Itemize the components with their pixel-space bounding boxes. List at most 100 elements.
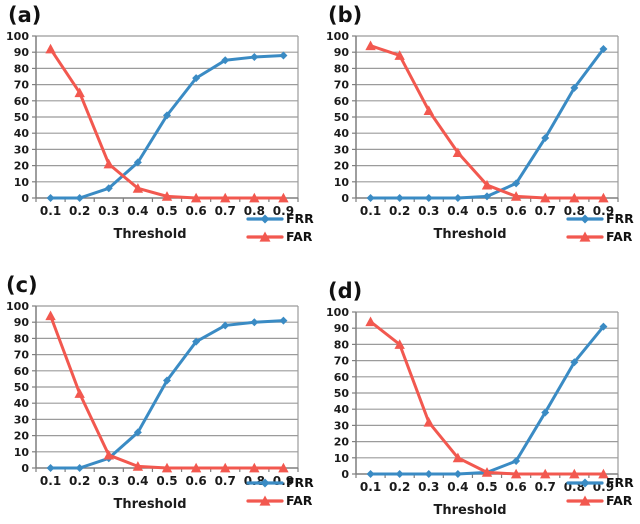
- legend-label-frr: FRR: [606, 475, 634, 490]
- svg-text:90: 90: [14, 316, 30, 329]
- svg-text:0.1: 0.1: [360, 204, 381, 218]
- svg-text:40: 40: [14, 127, 30, 140]
- svg-text:0.2: 0.2: [389, 204, 410, 218]
- svg-text:40: 40: [14, 397, 30, 410]
- legend-label-frr: FRR: [286, 475, 314, 490]
- chart-panel-b: (b) 0 10 20 30 40 50 60 70 80 90 100 0.1 0.2 0.3 0.4 0.…: [320, 0, 640, 262]
- legend-item-far: FAR: [566, 229, 633, 244]
- svg-text:0.3: 0.3: [418, 480, 439, 494]
- chart-panel-a: (a) 0 10 20 30 40 50 60 70 80 90 100 0.1 0.2 0.3 0.4 0.…: [0, 0, 320, 262]
- line-chart-c: (c) 0 10 20 30 40 50 60 70 80 90 100 0.1 0.2 0.3 0.4 0.…: [6, 273, 314, 512]
- frr-line-marker-icon: [566, 478, 604, 488]
- svg-text:100: 100: [326, 306, 349, 319]
- chart-panel-d: (d) 0 10 20 30 40 50 60 70 80 90 100 0.1 0.2 0.3 0.4 0.…: [320, 262, 640, 524]
- svg-text:0.5: 0.5: [156, 204, 177, 218]
- x-axis-title-c: Threshold: [113, 497, 186, 512]
- chart-panel-c: (c) 0 10 20 30 40 50 60 70 80 90 100 0.1 0.2 0.3 0.4 0.…: [0, 262, 320, 524]
- legend-a: FRR FAR: [246, 211, 314, 244]
- line-chart-a: (a) 0 10 20 30 40 50 60 70 80 90 100 0.1 0.2 0.3 0.4 0.…: [6, 3, 314, 244]
- plot-group-c: 0 10 20 30 40 50 60 70 80 90 100 0.1 0.2 0.3 0.4 0.5 0.6…: [6, 300, 314, 512]
- legend-label-frr: FRR: [286, 211, 314, 226]
- svg-text:0.7: 0.7: [535, 480, 556, 494]
- legend-item-far: FAR: [566, 493, 633, 508]
- svg-text:0.7: 0.7: [215, 474, 236, 488]
- svg-text:0.9: 0.9: [273, 204, 294, 218]
- svg-text:0.3: 0.3: [98, 204, 119, 218]
- svg-text:80: 80: [14, 62, 30, 75]
- svg-text:20: 20: [334, 160, 350, 173]
- svg-text:0.4: 0.4: [447, 204, 468, 218]
- svg-text:0.8: 0.8: [244, 474, 265, 488]
- svg-text:10: 10: [334, 176, 350, 189]
- legend-label-far: FAR: [606, 229, 633, 244]
- svg-text:100: 100: [6, 30, 29, 43]
- svg-text:30: 30: [334, 419, 350, 432]
- legend-label-far: FAR: [286, 493, 313, 508]
- svg-text:60: 60: [334, 371, 350, 384]
- x-axis-title-d: Threshold: [433, 503, 506, 518]
- svg-text:0.1: 0.1: [360, 480, 381, 494]
- legend-item-far: FAR: [246, 229, 313, 244]
- legend-item-frr: FRR: [246, 211, 314, 226]
- line-chart-b: (b) 0 10 20 30 40 50 60 70 80 90 100 0.1 0.2 0.3 0.4 0.…: [326, 3, 634, 244]
- svg-text:0: 0: [21, 462, 29, 475]
- svg-text:70: 70: [14, 79, 30, 92]
- svg-text:90: 90: [14, 46, 30, 59]
- legend-item-frr: FRR: [566, 475, 634, 490]
- svg-text:100: 100: [326, 30, 349, 43]
- svg-text:0: 0: [341, 468, 349, 481]
- svg-text:80: 80: [334, 338, 350, 351]
- svg-text:70: 70: [334, 79, 350, 92]
- svg-text:60: 60: [334, 95, 350, 108]
- x-axis-title-b: Threshold: [433, 227, 506, 242]
- svg-text:60: 60: [14, 365, 30, 378]
- svg-text:10: 10: [14, 446, 30, 459]
- svg-text:0.9: 0.9: [593, 204, 614, 218]
- legend-d: FRR FAR: [566, 475, 634, 508]
- legend-b: FRR FAR: [566, 211, 634, 244]
- legend-item-frr: FRR: [566, 211, 634, 226]
- panel-label-d: (d): [328, 279, 362, 303]
- svg-text:20: 20: [14, 160, 30, 173]
- svg-text:0.1: 0.1: [40, 204, 61, 218]
- svg-text:20: 20: [14, 430, 30, 443]
- svg-text:0.8: 0.8: [564, 204, 585, 218]
- svg-text:0.6: 0.6: [185, 474, 206, 488]
- svg-text:0.6: 0.6: [185, 204, 206, 218]
- svg-text:0.4: 0.4: [127, 204, 148, 218]
- svg-text:90: 90: [334, 46, 350, 59]
- svg-text:0.5: 0.5: [476, 480, 497, 494]
- far-line-marker-icon: [566, 231, 604, 242]
- svg-text:50: 50: [334, 387, 350, 400]
- x-axis-title-a: Threshold: [113, 227, 186, 242]
- svg-text:0.4: 0.4: [127, 474, 148, 488]
- svg-text:40: 40: [334, 127, 350, 140]
- svg-text:80: 80: [14, 332, 30, 345]
- legend-label-far: FAR: [286, 229, 313, 244]
- svg-text:30: 30: [14, 413, 30, 426]
- svg-text:0.8: 0.8: [244, 204, 265, 218]
- svg-text:0.5: 0.5: [476, 204, 497, 218]
- svg-text:10: 10: [14, 176, 30, 189]
- plot-area-b: 0 10 20 30 40 50 60 70 80 90 100 0.1 0.2 0.3 0.4 0.5 0.6…: [326, 30, 619, 218]
- svg-text:50: 50: [14, 111, 30, 124]
- frr-line-marker-icon: [246, 214, 284, 224]
- legend-item-frr: FRR: [246, 475, 314, 490]
- svg-text:20: 20: [334, 436, 350, 449]
- svg-text:0.6: 0.6: [505, 480, 526, 494]
- svg-text:70: 70: [334, 355, 350, 368]
- far-line-marker-icon: [246, 231, 284, 242]
- svg-text:70: 70: [14, 349, 30, 362]
- line-chart-d: (d) 0 10 20 30 40 50 60 70 80 90 100 0.1 0.2 0.3 0.4 0.…: [326, 279, 634, 518]
- svg-text:30: 30: [334, 143, 350, 156]
- svg-text:0.2: 0.2: [69, 474, 90, 488]
- plot-group-d: 0 10 20 30 40 50 60 70 80 90 100 0.1 0.2 0.3 0.4 0.5 0.6…: [326, 306, 634, 518]
- svg-text:10: 10: [334, 452, 350, 465]
- plot-area-c: 0 10 20 30 40 50 60 70 80 90 100 0.1 0.2 0.3 0.4 0.5 0.6…: [6, 300, 299, 488]
- svg-text:80: 80: [334, 62, 350, 75]
- svg-text:0.6: 0.6: [505, 204, 526, 218]
- panel-label-a: (a): [8, 3, 41, 27]
- legend-c: FRR FAR: [246, 475, 314, 508]
- panel-label-b: (b): [328, 3, 362, 27]
